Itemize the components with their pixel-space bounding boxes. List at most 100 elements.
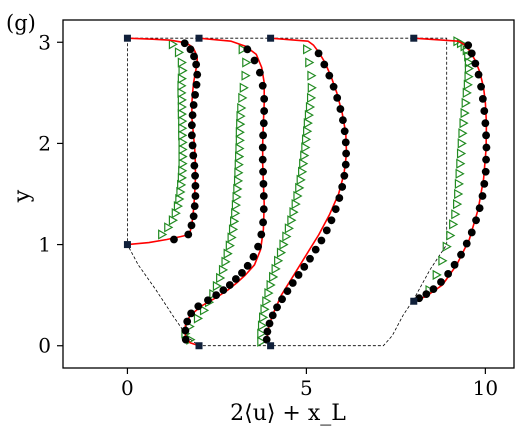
model-marker [193, 313, 204, 324]
model-marker [221, 256, 231, 267]
endpoint-marker [123, 34, 131, 42]
model-marker [225, 240, 235, 251]
model-marker [458, 128, 468, 139]
reference-marker [482, 155, 490, 164]
model-marker [177, 57, 187, 68]
reference-marker [462, 239, 471, 248]
model-marker [295, 182, 305, 194]
endpoint-marker [410, 297, 418, 305]
reference-marker [187, 131, 196, 140]
reference-marker [259, 179, 268, 188]
model-marker [164, 222, 174, 233]
model-marker [231, 208, 241, 219]
reference-marker [249, 252, 258, 261]
reference-marker [283, 287, 292, 296]
reference-marker [192, 80, 201, 89]
model-marker [178, 123, 188, 134]
reference-marker [194, 302, 203, 311]
model-marker [235, 151, 245, 162]
reference-marker [190, 202, 199, 211]
model-marker [177, 172, 187, 183]
reference-marker [257, 230, 266, 239]
reference-marker [170, 235, 178, 244]
reference-marker [477, 82, 485, 91]
reference-marker [187, 121, 196, 130]
reference-marker [294, 271, 303, 279]
model-marker [291, 198, 301, 210]
reference-marker [482, 143, 491, 152]
reference-marker [258, 81, 267, 90]
model-marker [233, 183, 243, 195]
reference-marker [471, 59, 480, 68]
x-tick-label: 10 [473, 376, 498, 400]
reference-marker [338, 183, 347, 191]
model-marker [282, 231, 292, 242]
model-marker [464, 63, 475, 74]
reference-marker [467, 228, 476, 237]
reference-marker [474, 70, 483, 79]
endpoint-marker [195, 34, 203, 42]
model-marker [242, 57, 252, 68]
y-tick-label: 3 [38, 30, 51, 54]
reference-marker [325, 71, 334, 80]
reference-marker [288, 279, 297, 287]
reference-marker [437, 278, 445, 286]
reference-marker [188, 111, 197, 119]
reference-marker [331, 205, 340, 214]
model-marker [303, 126, 313, 137]
model-marker [178, 158, 188, 169]
reference-marker [190, 52, 198, 61]
model-marker [168, 39, 178, 50]
reference-marker [187, 309, 196, 318]
reference-marker [258, 143, 267, 152]
model-marker [438, 255, 448, 266]
reference-marker [429, 285, 438, 293]
model-marker [454, 178, 464, 190]
reference-marker [187, 221, 196, 230]
reference-marker [320, 60, 329, 69]
model-marker [178, 130, 188, 141]
model-marker [457, 138, 467, 149]
reference-marker [336, 105, 345, 113]
model-marker [237, 102, 247, 114]
y-tick-label: 1 [38, 233, 51, 257]
endpoint-marker [195, 342, 203, 350]
model-marker [264, 287, 274, 299]
reference-marker [478, 192, 487, 200]
reference-marker [259, 192, 268, 200]
model-marker [218, 264, 229, 276]
reference-marker [189, 151, 198, 160]
reference-marker [255, 68, 264, 77]
model-marker [461, 97, 471, 109]
model-marker [173, 200, 184, 212]
reference-marker [306, 254, 314, 263]
model-marker [300, 150, 310, 161]
model-marker [460, 107, 470, 119]
model-marker [307, 70, 317, 81]
model-marker [235, 143, 245, 154]
reference-marker [191, 182, 200, 190]
model-marker [306, 92, 317, 104]
reference-marker [444, 270, 453, 278]
model-marker [231, 199, 241, 211]
model-marker [171, 208, 181, 219]
profile-2 [181, 37, 269, 347]
model-marker [293, 190, 303, 202]
model-marker [464, 57, 475, 68]
reference-marker [300, 262, 309, 271]
model-marker [185, 321, 195, 332]
model-marker [199, 305, 210, 316]
model-marker [238, 92, 248, 104]
reference-marker [478, 95, 487, 103]
plot-area [123, 34, 491, 350]
model-marker [289, 207, 299, 218]
reference-marker [250, 56, 259, 65]
model-marker [449, 219, 459, 230]
reference-marker [262, 335, 271, 344]
model-marker [301, 134, 312, 145]
model-marker [296, 174, 306, 186]
reference-marker [231, 275, 240, 283]
reference-marker [340, 171, 349, 180]
model-marker [269, 271, 279, 283]
x-axis-label: 2⟨u⟩ + x_L [230, 401, 346, 426]
